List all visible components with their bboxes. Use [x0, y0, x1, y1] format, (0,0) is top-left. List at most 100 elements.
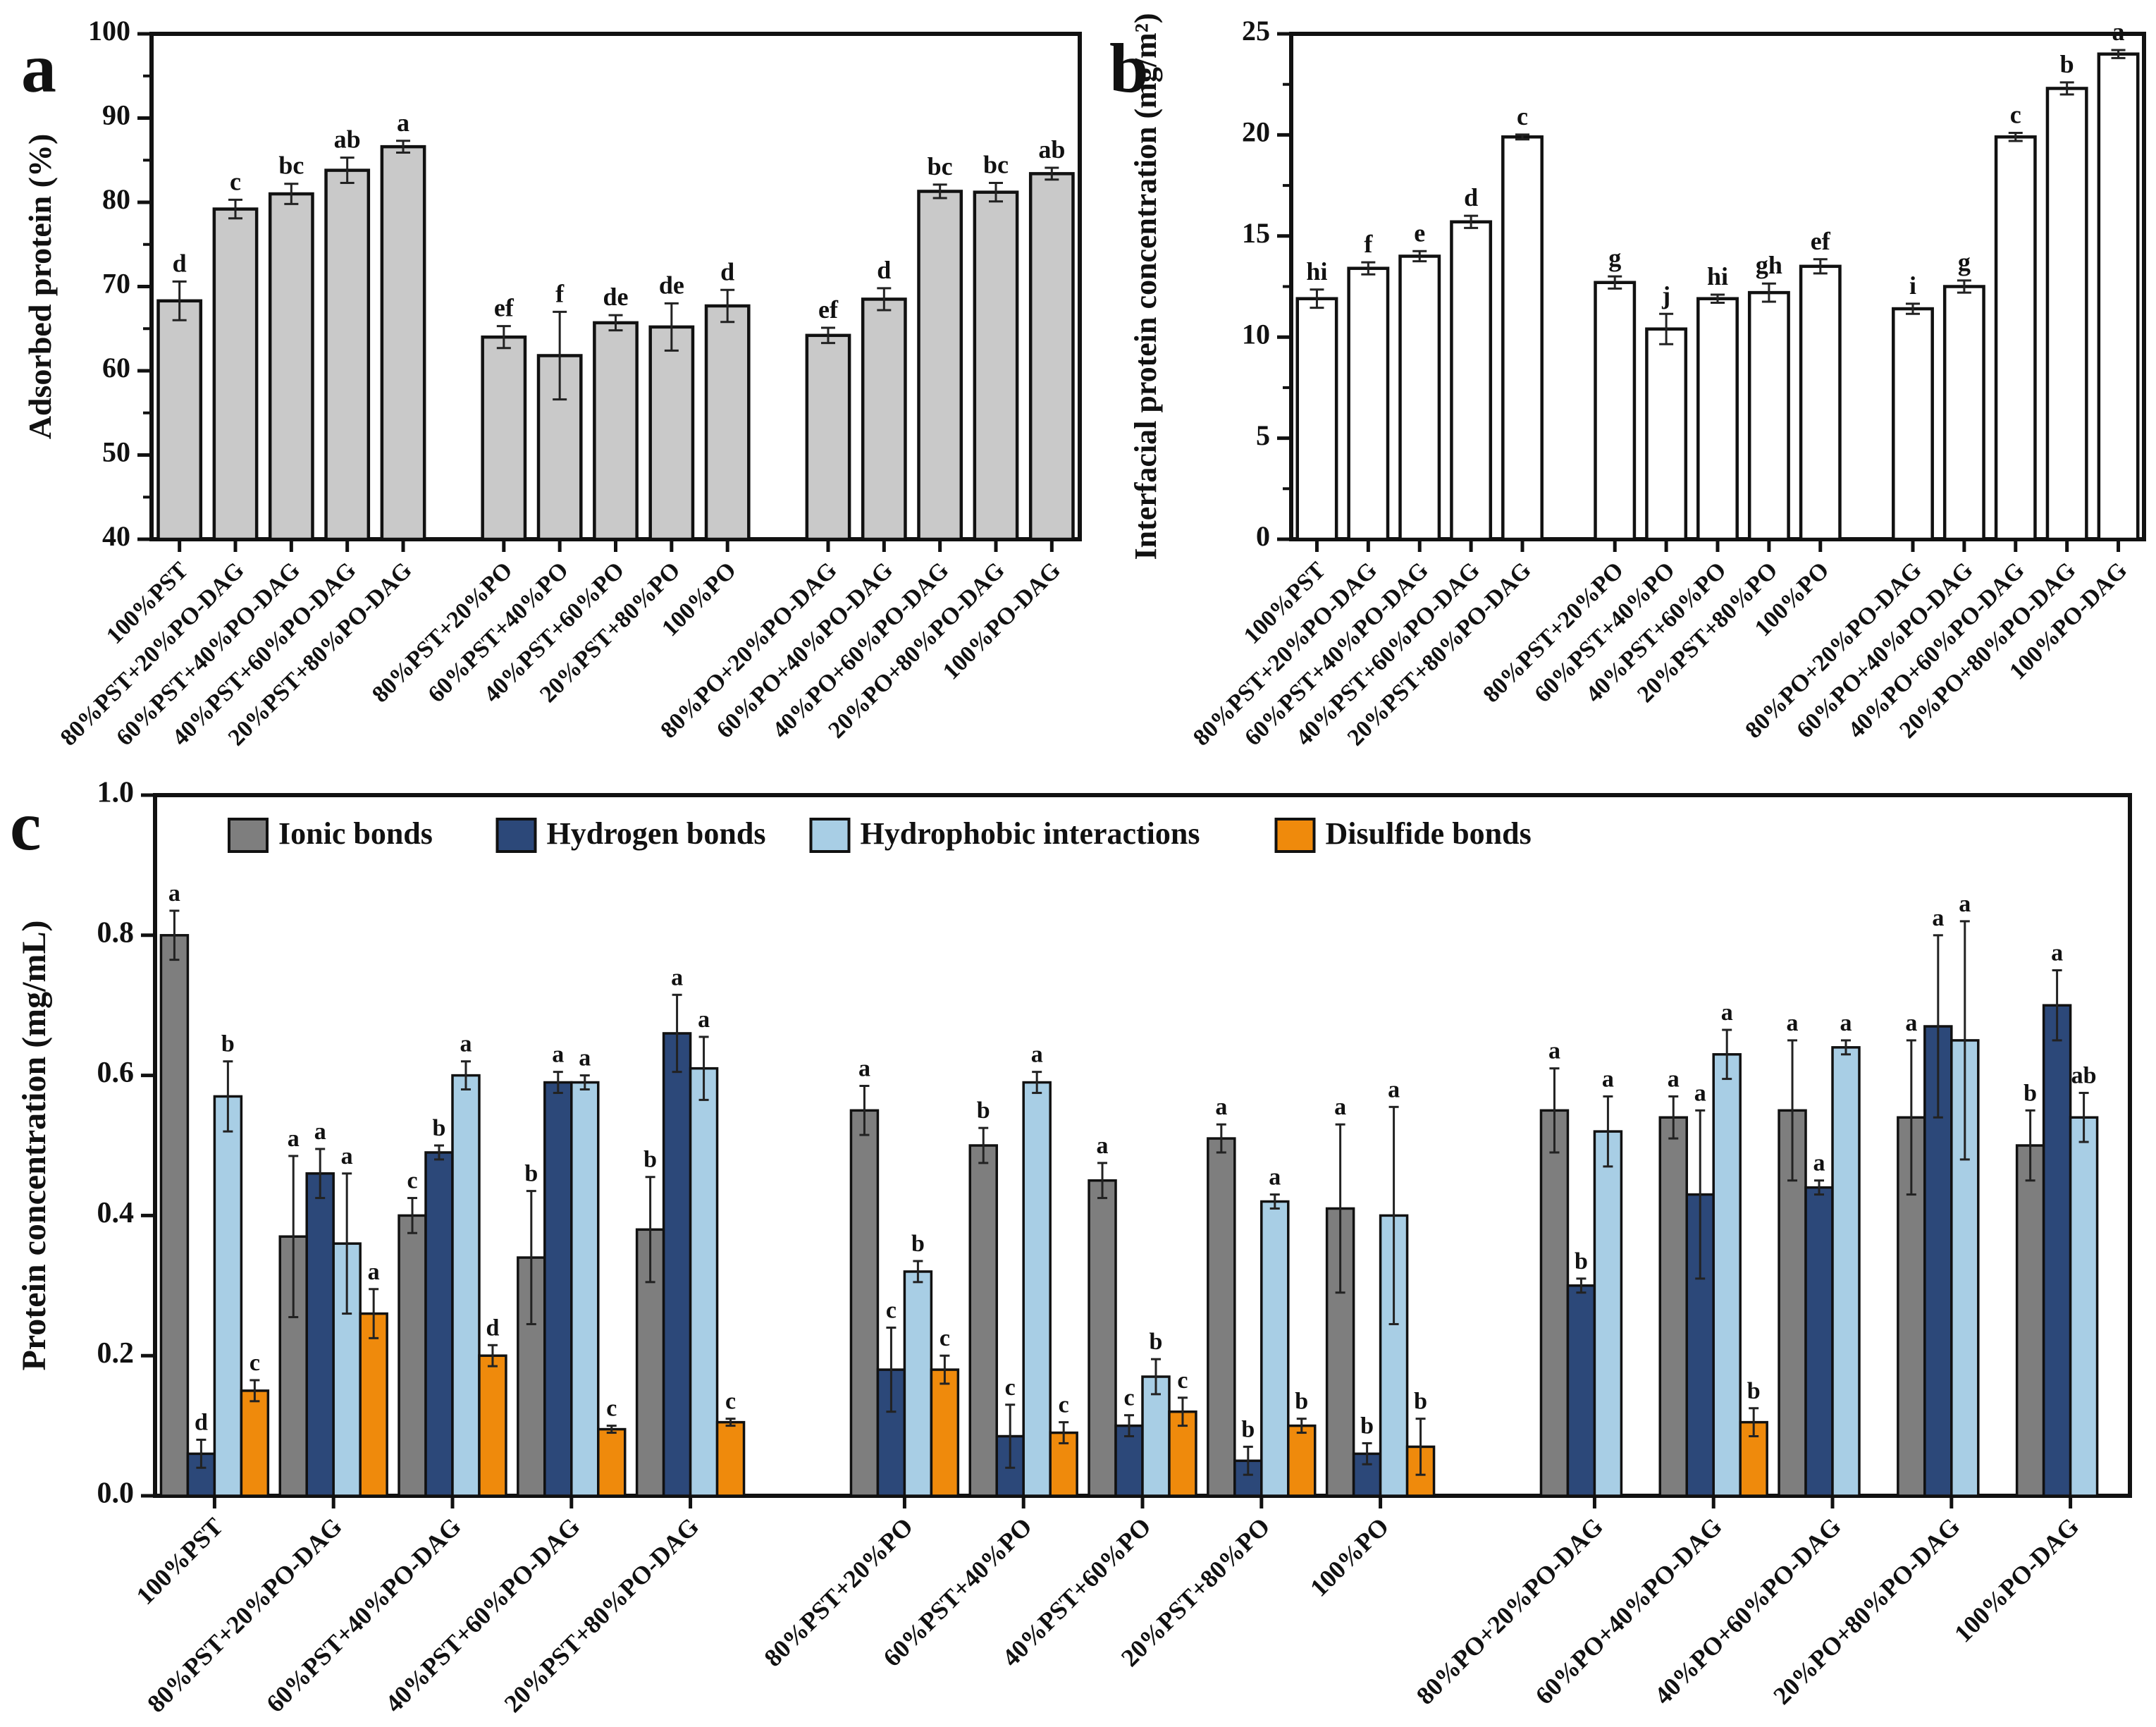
- y-tick-label: 25: [1242, 15, 1270, 47]
- bar-c-disulfide-bonds-3: [597, 1427, 627, 1497]
- significance-letter: a: [397, 109, 409, 137]
- significance-letter: a: [2112, 18, 2125, 46]
- significance-letter: d: [1464, 183, 1478, 211]
- bar-b-interfacial-protein-concentration-10: [1892, 307, 1934, 541]
- significance-letter: a: [1031, 1042, 1043, 1068]
- y-tick-label: 50: [102, 436, 130, 468]
- bar-c-hydrophobic-interactions-12: [1831, 1046, 1861, 1497]
- significance-letter: bc: [928, 152, 953, 180]
- bar-b-interfacial-protein-concentration-2: [1398, 254, 1441, 541]
- y-tick-label: 0.4: [97, 1197, 135, 1229]
- significance-letter: b: [2060, 50, 2074, 78]
- significance-letter: a: [1097, 1133, 1109, 1159]
- significance-letter: b: [1150, 1329, 1163, 1355]
- significance-letter: a: [1215, 1094, 1227, 1120]
- bar-b-interfacial-protein-concentration-6: [1645, 327, 1688, 541]
- panel-a-adsorbed-protein: a 40 50 60 70 80 90 100 Adsorbed protein (%) 100%…: [0, 0, 1099, 779]
- y-tick-label: 0: [1256, 520, 1270, 552]
- significance-letter: j: [1661, 281, 1670, 309]
- bar-c-ionic-bonds-8: [1207, 1137, 1236, 1497]
- significance-letter: b: [1414, 1389, 1427, 1415]
- significance-letter: b: [643, 1147, 657, 1173]
- bar-b-interfacial-protein-concentration-11: [1942, 285, 1985, 541]
- bar-a-adsorbed-protein-4: [380, 145, 426, 541]
- significance-letter: b: [524, 1161, 538, 1187]
- bar-c-hydrogen-bonds-3: [543, 1081, 573, 1497]
- bar-c-disulfide-bonds-1: [359, 1312, 388, 1497]
- bar-a-adsorbed-protein-10: [805, 333, 851, 541]
- significance-letter: a: [341, 1143, 353, 1169]
- bar-a-adsorbed-protein-5: [481, 335, 527, 541]
- significance-letter: a: [1694, 1080, 1706, 1106]
- panel-c-protein-concentration: c 0.0 0.2 0.4 0.6 0.8 1.0 Protein concentration…: [0, 761, 2156, 1727]
- y-axis-title-a: Adsorbed protein (%): [22, 134, 58, 440]
- significance-letter: a: [698, 1007, 710, 1033]
- bar-a-adsorbed-protein-11: [861, 297, 907, 541]
- significance-letter: c: [886, 1297, 897, 1323]
- bar-a-adsorbed-protein-8: [648, 325, 695, 541]
- significance-letter: bc: [278, 152, 304, 180]
- significance-letter: gh: [1756, 251, 1782, 279]
- x-category-label: 100%PO-DAG: [1949, 1512, 2084, 1647]
- y-tick-label: 100: [88, 15, 130, 47]
- bar-b-interfacial-protein-concentration-13: [2045, 87, 2088, 541]
- significance-letter: c: [1005, 1375, 1016, 1401]
- bar-b-interfacial-protein-concentration-0: [1295, 297, 1338, 541]
- x-category-label: 100%PO: [1305, 1512, 1394, 1602]
- significance-letter: d: [720, 257, 734, 285]
- significance-letter: c: [1177, 1368, 1188, 1394]
- significance-letter: a: [1548, 1038, 1560, 1064]
- legend-label-3: Disulfide bonds: [1326, 816, 1532, 851]
- bar-c-ionic-bonds-2: [398, 1214, 427, 1497]
- significance-letter: de: [659, 271, 684, 299]
- y-axis-title-c: Protein concentration (mg/mL): [16, 921, 53, 1371]
- significance-letter: b: [911, 1231, 925, 1257]
- bar-c-hydrophobic-interactions-10: [1593, 1130, 1623, 1497]
- bar-c-hydrophobic-interactions-2: [451, 1074, 481, 1497]
- significance-letter: a: [671, 964, 683, 990]
- significance-letter: hi: [1707, 262, 1728, 290]
- significance-letter: a: [858, 1056, 870, 1082]
- y-tick-label: 90: [102, 99, 130, 131]
- significance-letter: bc: [983, 151, 1009, 179]
- significance-letter: ef: [1811, 227, 1831, 255]
- significance-letter: a: [288, 1126, 300, 1152]
- bar-c-ionic-bonds-7: [1088, 1179, 1117, 1497]
- legend-swatch-0: [228, 818, 269, 853]
- significance-letter: g: [1958, 248, 1971, 276]
- significance-letter: c: [606, 1396, 617, 1422]
- bar-a-adsorbed-protein-12: [917, 190, 963, 541]
- significance-letter: a: [1813, 1150, 1825, 1176]
- significance-letter: c: [250, 1350, 260, 1376]
- y-tick-label: 10: [1242, 318, 1270, 350]
- significance-letter: ef: [818, 295, 839, 324]
- significance-letter: c: [230, 167, 241, 195]
- significance-letter: ab: [2071, 1062, 2097, 1088]
- significance-letter: c: [940, 1325, 950, 1351]
- significance-letter: d: [173, 249, 187, 277]
- legend-swatch-1: [495, 818, 537, 853]
- legend-label-2: Hydrophobic interactions: [861, 816, 1200, 851]
- significance-letter: a: [552, 1042, 564, 1068]
- significance-letter: c: [1059, 1392, 1069, 1418]
- bar-c-ionic-bonds-6: [968, 1144, 998, 1497]
- bar-c-hydrophobic-interactions-0: [213, 1095, 243, 1497]
- bar-c-ionic-bonds-14: [2015, 1144, 2045, 1497]
- significance-letter: b: [2023, 1080, 2037, 1106]
- bar-c-hydrogen-bonds-1: [305, 1172, 335, 1497]
- significance-letter: a: [2051, 940, 2063, 966]
- y-tick-label: 0.8: [97, 916, 135, 949]
- bar-b-interfacial-protein-concentration-3: [1450, 220, 1493, 541]
- y-tick-label: 40: [102, 520, 130, 552]
- significance-letter: e: [1414, 219, 1425, 247]
- panel-b-interfacial-protein: b 0 5 10 15 20 25 Interfacial protein concentra…: [1099, 0, 2156, 779]
- significance-letter: c: [407, 1168, 417, 1194]
- y-tick-label: 0.6: [97, 1057, 135, 1089]
- significance-letter: b: [1241, 1416, 1255, 1442]
- significance-letter: a: [1602, 1066, 1614, 1092]
- bar-c-disulfide-bonds-4: [715, 1420, 746, 1497]
- bar-a-adsorbed-protein-14: [1028, 172, 1075, 541]
- significance-letter: ab: [334, 125, 361, 154]
- significance-letter: a: [1668, 1066, 1680, 1092]
- significance-letter: b: [977, 1098, 990, 1124]
